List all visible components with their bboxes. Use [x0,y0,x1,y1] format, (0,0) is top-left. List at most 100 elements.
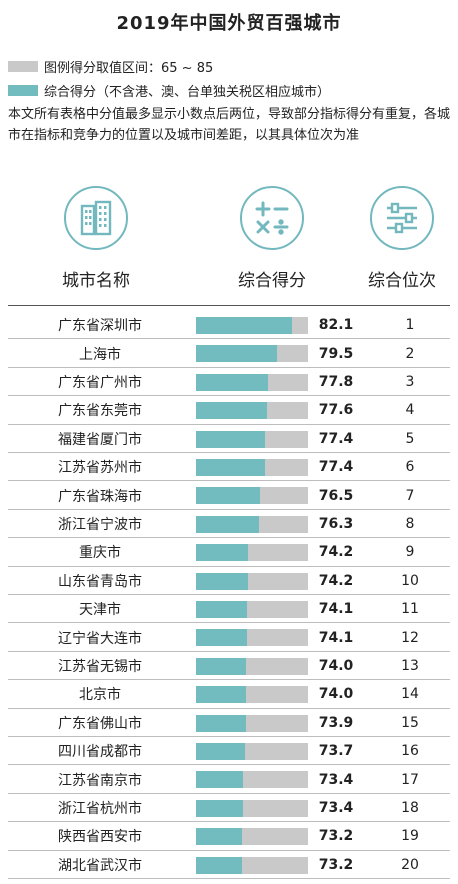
table-row: 广东省珠海市 76.5 7 [8,481,450,510]
score-value: 74.0 [318,686,354,703]
city-label: 辽宁省大连市 [58,630,142,647]
city-label: 浙江省宁波市 [58,516,142,533]
rank-value: 7 [405,487,415,504]
row-divider [8,877,450,879]
column-header-city: 城市名称 [62,271,130,291]
row-divider [8,395,450,397]
sliders-icon [370,186,434,250]
score-bar [196,544,248,562]
score-bar [196,430,266,448]
row-divider [8,508,450,510]
city-label: 陕西省西安市 [58,829,142,846]
table-row: 陕西省西安市 73.2 19 [8,822,450,851]
rank-value: 4 [405,402,415,419]
score-bar [196,515,260,533]
row-divider [8,593,450,595]
row-divider [8,650,450,652]
city-label: 上海市 [79,346,121,363]
rank-value: 18 [401,799,419,816]
score-bar [196,714,246,732]
city-label: 广东省深圳市 [58,318,142,335]
table-row: 广东省东莞市 77.6 4 [8,396,450,425]
rank-value: 2 [405,345,415,362]
legend-score-label: 综合得分（不含港、澳、台单独关税区相应城市） [44,85,331,100]
rank-value: 1 [405,317,415,334]
score-value: 82.1 [318,317,354,334]
score-bar [196,771,244,789]
column-header-rank: 综合位次 [368,271,436,291]
table-row: 天津市 74.1 11 [8,595,450,624]
rank-value: 13 [401,657,419,674]
row-divider [8,679,450,681]
row-divider [8,735,450,737]
table-row: 浙江省宁波市 76.3 8 [8,510,450,539]
row-divider [8,849,450,851]
score-value: 73.7 [318,743,354,760]
score-bar [196,686,247,704]
table-row: 江苏省苏州市 77.4 6 [8,453,450,482]
row-divider [8,338,450,340]
city-label: 山东省青岛市 [58,573,142,590]
note-text: 本文所有表格中分值最多显示小数点后两位，导致部分指标得分有重复，各城市在指标和竞… [8,107,451,143]
score-bar [196,799,244,817]
table-row: 广东省佛山市 73.9 15 [8,709,450,737]
score-value: 74.2 [318,544,354,561]
rank-value: 5 [405,430,415,447]
city-label: 北京市 [79,687,121,704]
row-divider [8,764,450,766]
score-value: 73.2 [318,828,354,845]
rank-value: 3 [405,373,415,390]
score-bar [196,317,292,334]
rank-value: 10 [401,572,419,589]
score-value: 73.2 [318,856,354,873]
page-title: 2019年中国外贸百强城市 [116,13,342,34]
rank-value: 17 [401,771,419,788]
legend-range-label: 图例得分取值区间：65 ~ 85 [44,61,214,76]
score-value: 73.4 [318,799,354,816]
legend-score: 综合得分（不含港、澳、台单独关税区相应城市） [8,81,330,100]
city-label: 重庆市 [79,545,121,562]
city-label: 广东省广州市 [58,374,142,391]
score-bar [196,601,247,618]
math-operators-icon [240,186,304,250]
row-divider [8,480,450,482]
legend-score-swatch [8,85,38,96]
score-bar [196,487,261,505]
score-bar [196,459,266,476]
score-value: 73.4 [318,771,354,788]
score-value: 76.5 [318,487,354,504]
row-divider [8,565,450,567]
row-divider [8,707,450,709]
score-value: 74.0 [318,657,354,674]
city-label: 四川省成都市 [58,744,142,761]
city-label: 江苏省南京市 [58,772,142,789]
score-bar [196,856,242,874]
row-divider [8,821,450,823]
city-label: 江苏省苏州市 [58,460,142,477]
table-row: 广东省广州市 77.8 3 [8,368,450,397]
score-value: 77.8 [318,373,354,390]
header-divider [8,305,450,306]
table-row: 四川省成都市 73.7 16 [8,737,450,766]
city-label: 广东省佛山市 [58,715,142,732]
score-value: 77.4 [318,459,354,476]
table-row: 山东省青岛市 74.2 10 [8,567,450,595]
legend-range: 图例得分取值区间：65 ~ 85 [8,57,213,76]
score-bar [196,373,268,391]
score-bar [196,402,267,420]
score-value: 74.2 [318,572,354,589]
score-bar [196,345,278,363]
city-label: 湖北省武汉市 [58,857,142,874]
column-header-score: 综合得分 [238,271,306,291]
table-row: 广东省深圳市 82.1 1 [8,311,450,340]
rank-value: 20 [401,856,419,873]
rank-value: 8 [405,515,415,532]
table-row: 辽宁省大连市 74.1 12 [8,623,450,652]
score-value: 76.3 [318,515,354,532]
table-row: 江苏省南京市 73.4 17 [8,765,450,794]
table-row: 福建省厦门市 77.4 5 [8,425,450,453]
score-value: 74.1 [318,601,354,618]
table-row: 江苏省无锡市 74.0 13 [8,652,450,681]
table-row: 浙江省杭州市 73.4 18 [8,794,450,823]
table-row: 北京市 74.0 14 [8,680,450,709]
